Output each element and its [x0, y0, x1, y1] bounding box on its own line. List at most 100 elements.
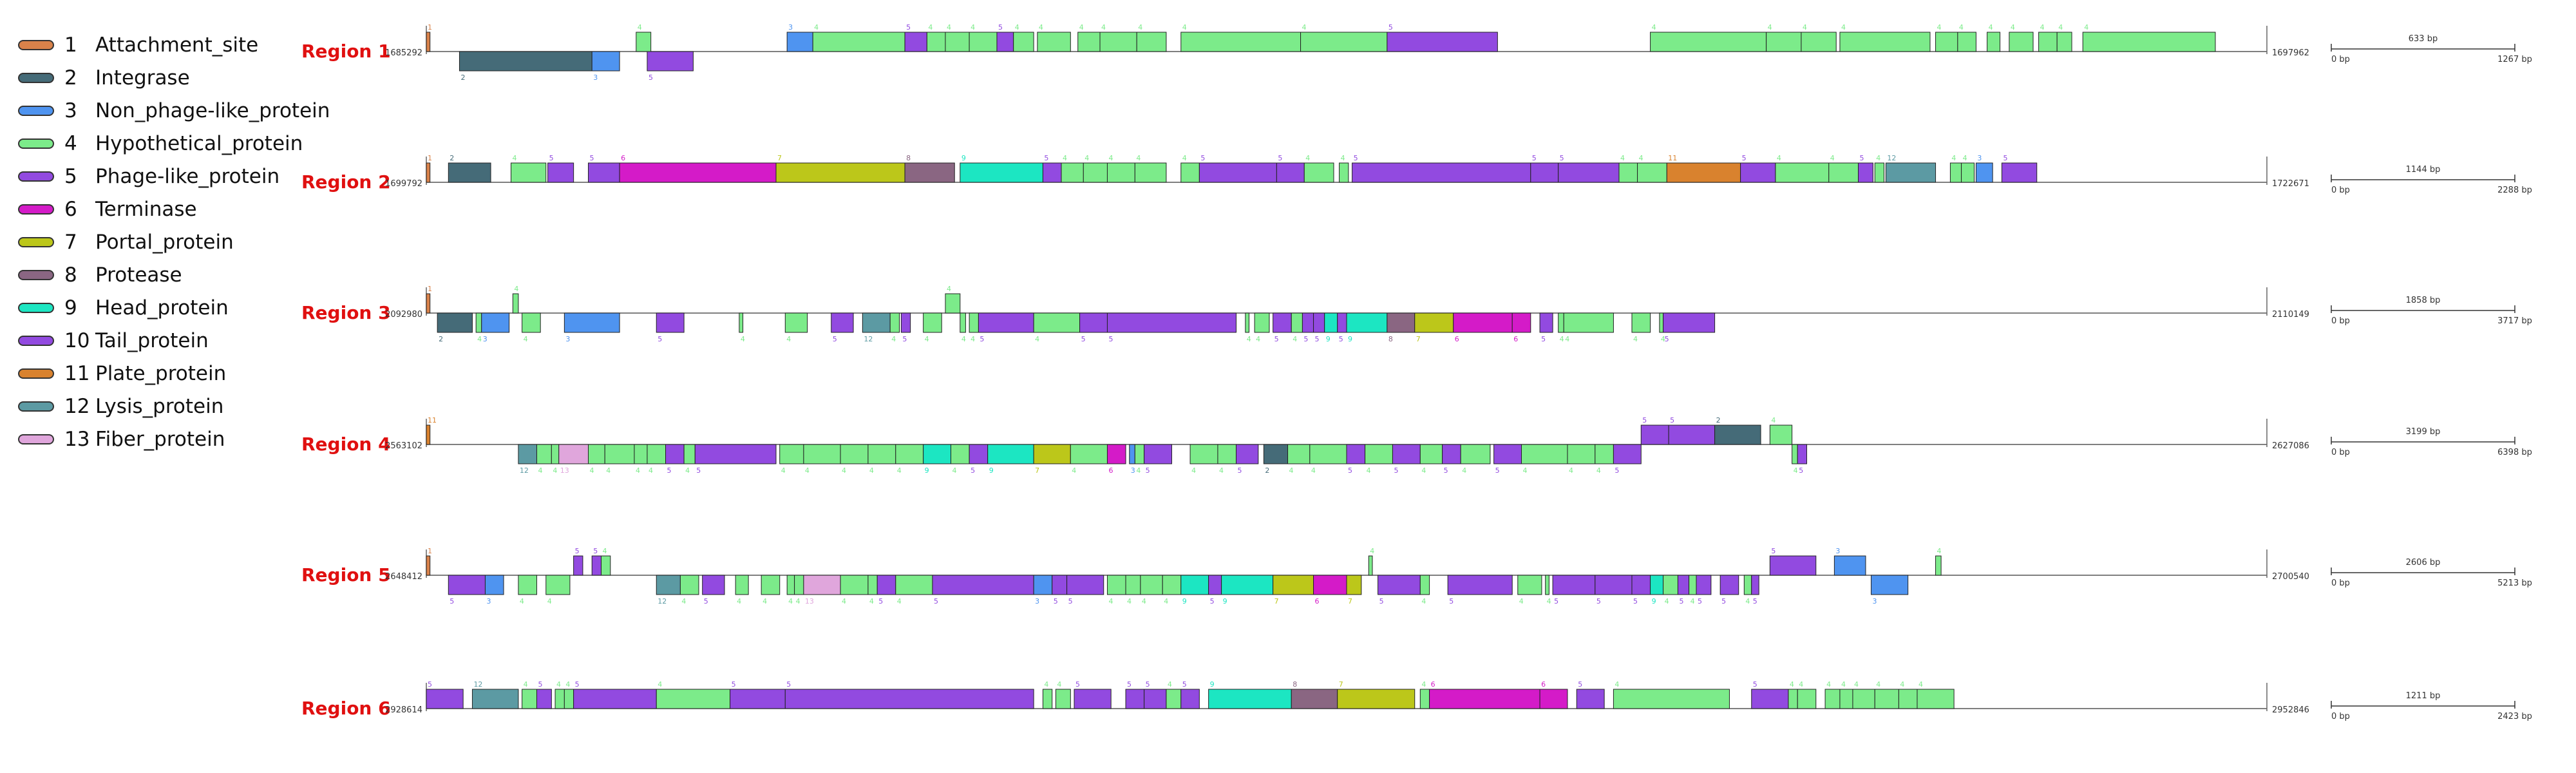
gene-box: [735, 575, 749, 595]
gene-category-label: 5: [1596, 597, 1601, 606]
gene-category-label: 1: [428, 285, 432, 293]
gene-box: [1442, 444, 1461, 464]
gene-category-label: 3: [486, 597, 491, 606]
region-end-coordinate: 1697962: [2272, 48, 2309, 58]
gene-box: [591, 555, 602, 576]
gene-box: [1874, 162, 1885, 183]
gene-box: [1797, 444, 1807, 464]
legend-number: 7: [64, 231, 77, 254]
gene-category-label: 4: [1142, 597, 1146, 606]
legend-number: 6: [64, 198, 77, 221]
gene-box: [588, 444, 605, 464]
gene-box: [923, 444, 952, 464]
scale-bar-label: 1211 bp: [2406, 691, 2441, 701]
gene-box: [522, 689, 537, 709]
gene-category-label: 4: [952, 466, 957, 475]
gene-box: [1637, 162, 1667, 183]
gene-category-label: 4: [524, 680, 528, 689]
legend-swatch: [18, 73, 54, 83]
gene-category-label: 4: [1108, 154, 1113, 162]
gene-box: [1144, 689, 1167, 709]
gene-category-label: 4: [971, 23, 975, 32]
gene-box: [459, 51, 592, 72]
legend-item: 3 Non_phage-like_protein: [13, 97, 374, 125]
gene-category-label: 5: [428, 680, 432, 689]
gene-box: [932, 575, 1034, 595]
gene-box: [960, 162, 1043, 183]
gene-box: [1539, 689, 1568, 709]
gene-box: [1975, 162, 1993, 183]
gene-category-label: 6: [1315, 597, 1320, 606]
gene-category-label: 5: [590, 154, 594, 162]
gene-category-label: 4: [1072, 466, 1076, 475]
gene-category-label: 3: [1873, 597, 1877, 606]
region-start-coordinate: 1699792: [385, 179, 422, 189]
gene-box: [1346, 312, 1388, 333]
gene-category-label: 5: [878, 597, 883, 606]
gene-category-label: 4: [805, 466, 810, 475]
gene-category-label: 4: [1311, 466, 1316, 475]
gene-category-label: 7: [1416, 335, 1421, 343]
gene-category-label: 5: [1449, 597, 1454, 606]
gene-box: [1140, 575, 1163, 595]
gene-box: [547, 162, 574, 183]
gene-category-label: 9: [1348, 335, 1352, 343]
legend-swatch: [18, 270, 54, 280]
gene-box: [475, 312, 482, 333]
gene-box: [840, 444, 869, 464]
gene-box: [2038, 32, 2058, 52]
legend-label: Terminase: [95, 198, 197, 221]
gene-category-label: 5: [1560, 154, 1564, 162]
gene-box: [1766, 32, 1802, 52]
gene-box: [1198, 162, 1277, 183]
gene-box: [1378, 575, 1421, 595]
region-end-coordinate: 2110149: [2272, 310, 2309, 320]
gene-category-label: 4: [520, 597, 524, 606]
gene-box: [1552, 575, 1596, 595]
gene-box: [426, 32, 431, 52]
gene-category-label: 4: [1937, 547, 1942, 555]
gene-category-label: 5: [1753, 680, 1757, 689]
legend-label: Integrase: [95, 66, 190, 90]
gene-box: [969, 312, 979, 333]
legend-number: 12: [64, 395, 90, 418]
gene-box: [876, 575, 896, 595]
gene-category-label: 5: [1495, 466, 1500, 475]
gene-box: [601, 555, 611, 576]
gene-category-label: 5: [1633, 597, 1638, 606]
legend-item: 5 Phage-like_protein: [13, 162, 374, 191]
gene-category-label: 4: [1421, 466, 1426, 475]
scale-right-label: 6398 bp: [2497, 448, 2532, 457]
gene-category-label: 4: [1136, 154, 1141, 162]
gene-category-label: 4: [1799, 680, 1803, 689]
gene-box: [1077, 32, 1101, 52]
gene-category-label: 5: [1444, 466, 1448, 475]
gene-box: [702, 575, 725, 595]
gene-box: [1935, 555, 1942, 576]
gene-category-label: 9: [1652, 597, 1656, 606]
gene-category-label: 4: [842, 597, 846, 606]
legend-label: Non_phage-like_protein: [95, 99, 330, 122]
scale-right-label: 5213 bp: [2497, 578, 2532, 588]
gene-box: [1254, 312, 1270, 333]
gene-category-label: 12: [864, 335, 873, 343]
legend-swatch: [18, 303, 54, 313]
gene-category-label: 4: [1690, 597, 1695, 606]
gene-box: [1083, 162, 1108, 183]
gene-category-label: 5: [1379, 597, 1384, 606]
gene-category-label: 4: [649, 466, 653, 475]
gene-category-label: 4: [1182, 23, 1187, 32]
gene-box: [564, 689, 574, 709]
legend-label: Hypothetical_protein: [95, 132, 303, 155]
gene-box: [1339, 162, 1349, 183]
region-end-coordinate: 2700540: [2272, 572, 2309, 582]
legend-label: Portal_protein: [95, 231, 234, 254]
gene-category-label: 7: [1339, 680, 1343, 689]
gene-category-label: 4: [685, 466, 690, 475]
gene-box: [1303, 162, 1334, 183]
gene-category-label: 2: [1716, 416, 1721, 425]
region-label: Region 1: [301, 41, 391, 62]
gene-box: [895, 444, 924, 464]
gene-category-label: 5: [1127, 680, 1132, 689]
gene-category-label: 4: [1620, 154, 1625, 162]
